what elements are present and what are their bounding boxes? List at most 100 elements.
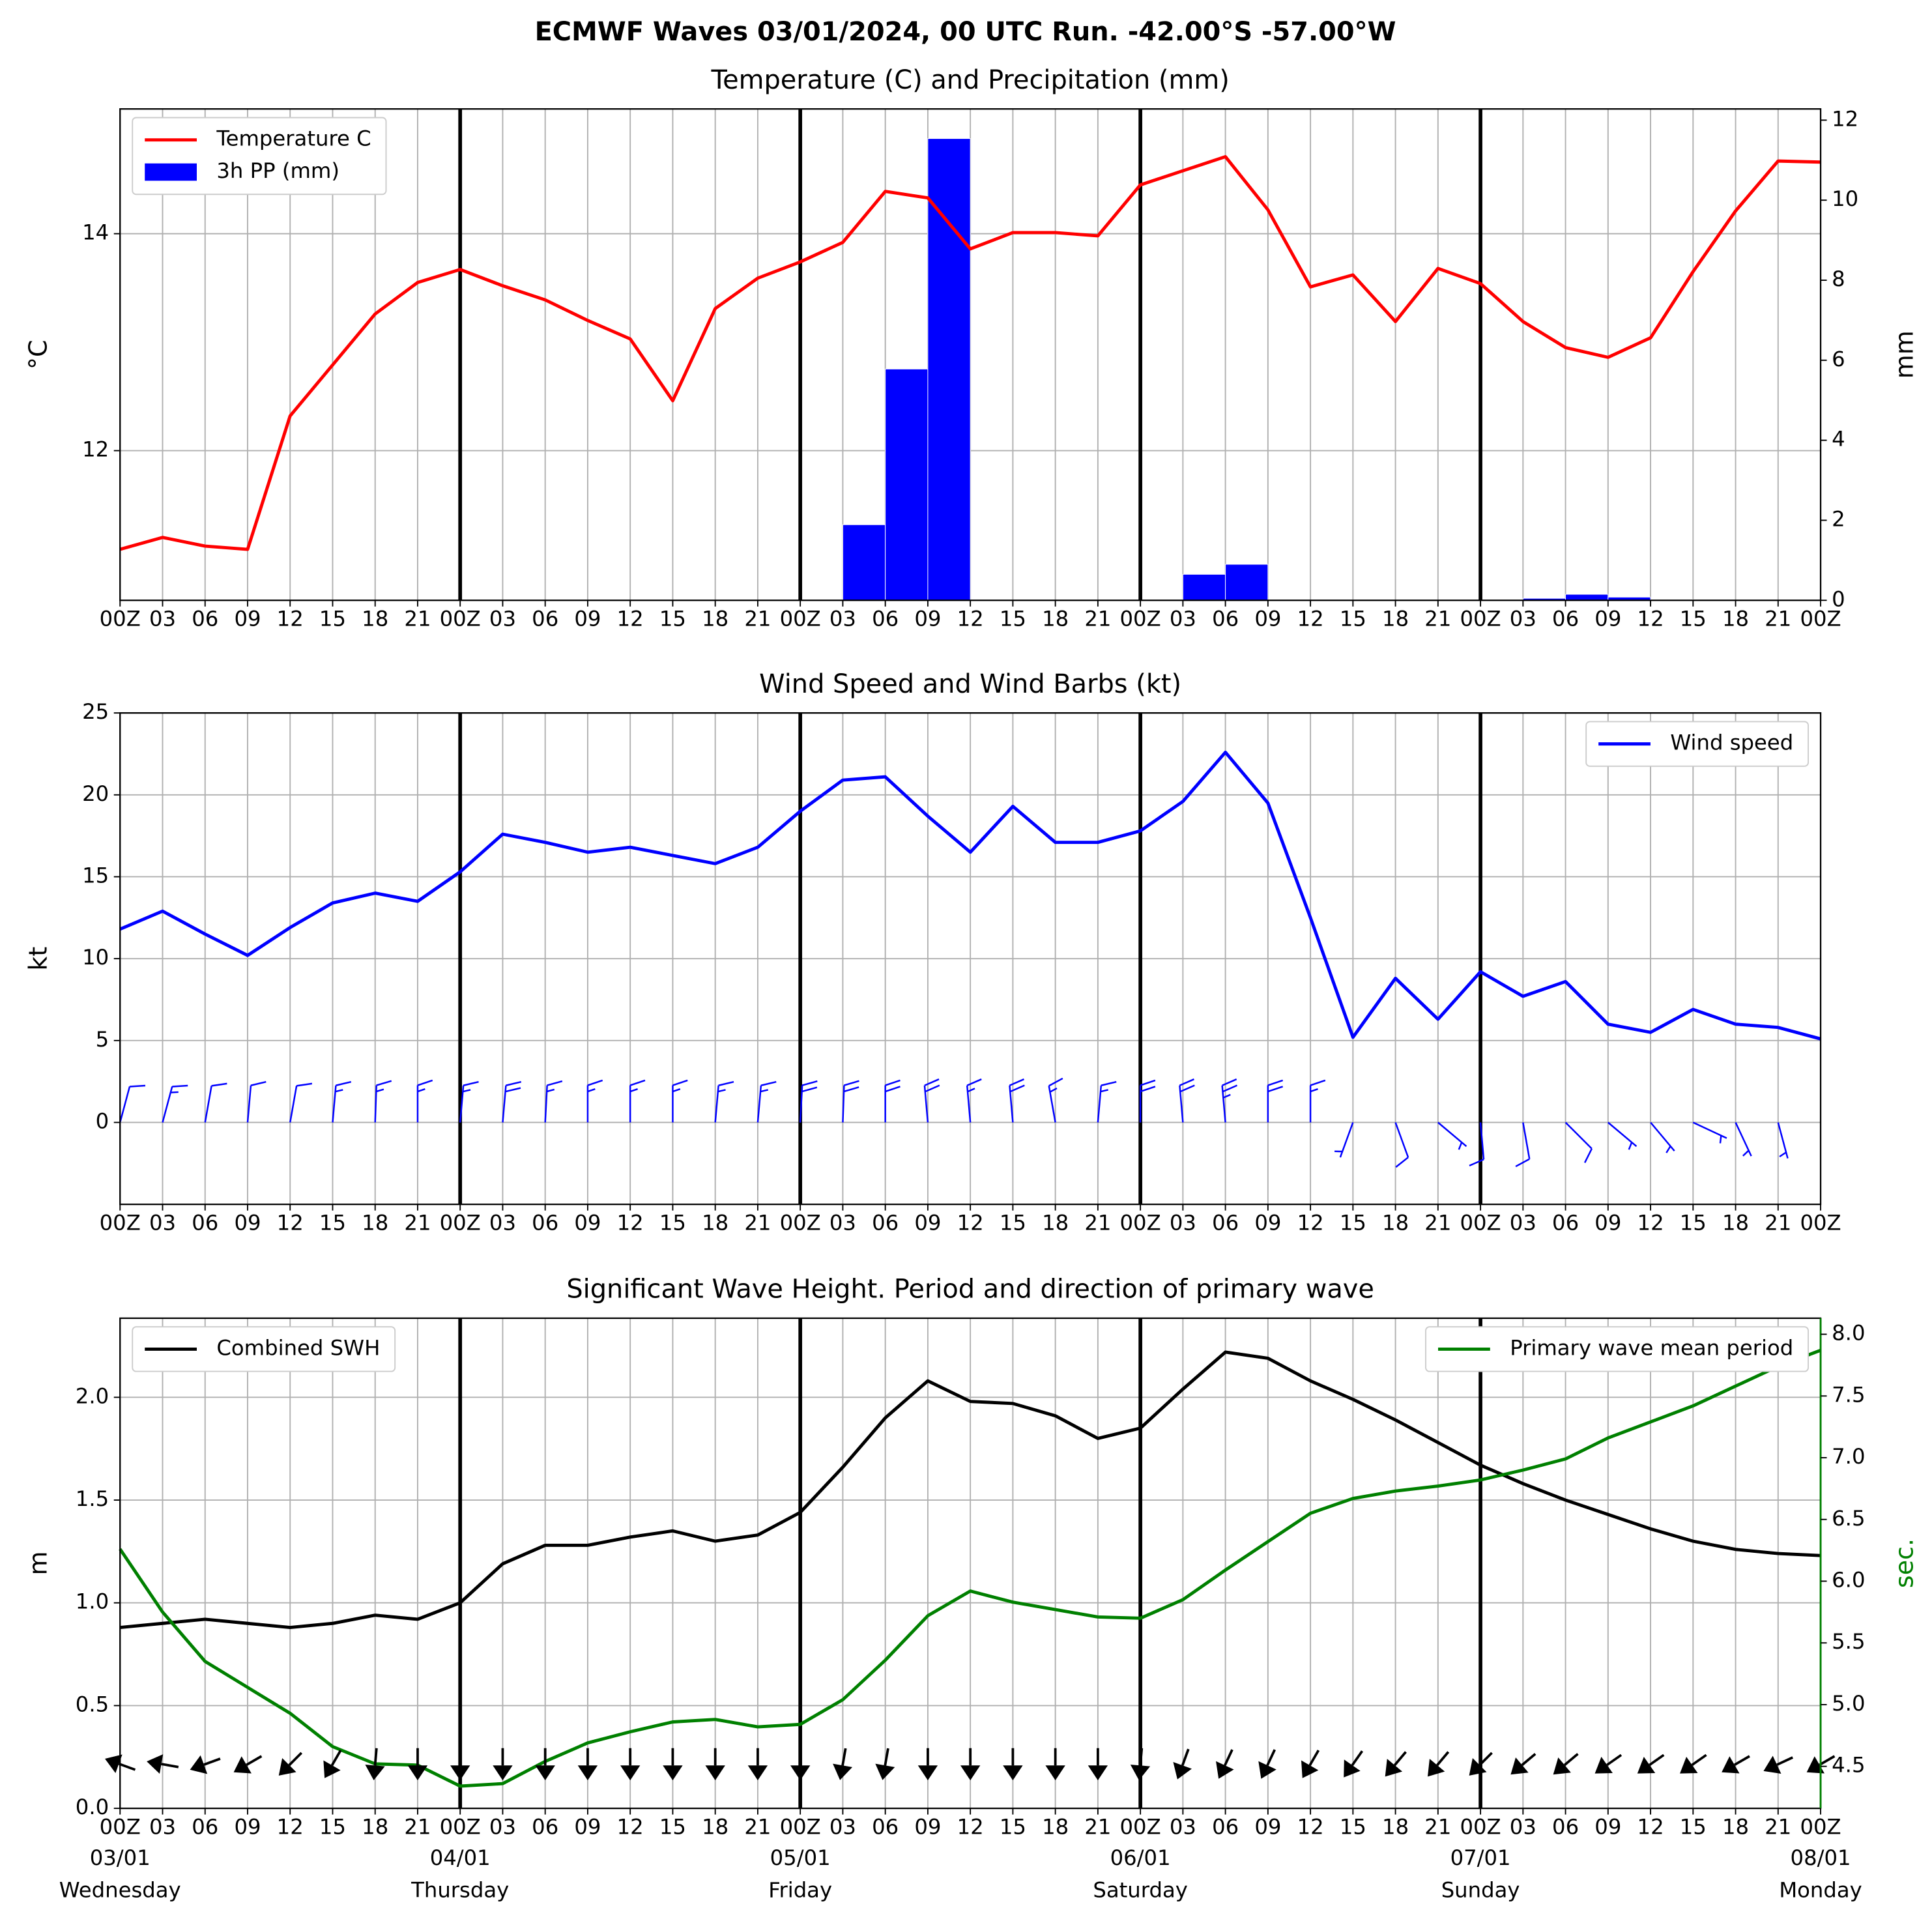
wind-barb [544,1080,563,1123]
wind-barb [1221,1078,1238,1123]
wind-barb [1309,1079,1326,1123]
wave-arrow [1385,1751,1407,1777]
arrow-shaft [1606,1754,1622,1767]
x-tick-label: 18 [1042,607,1069,631]
x-tick-label: 12 [957,1211,984,1235]
arrow-shaft [1776,1756,1793,1766]
y-tick-label: 0.5 [76,1692,109,1716]
wave-arrow [233,1755,263,1774]
x-tick-label: 00Z [1120,1814,1161,1839]
legend-box [1425,1326,1809,1372]
x-tick-label: 18 [1382,1211,1409,1235]
arrow-shaft [203,1757,221,1766]
y2-tick-label: 10 [1832,186,1858,211]
arrow-head [1344,1759,1361,1778]
x-tick-label: 00Z [100,1814,141,1839]
wave-arrow [450,1748,470,1781]
wave-arrow [833,1748,853,1780]
x-tick-label: 21 [1084,607,1111,631]
wind-barb [162,1084,188,1123]
arrow-head [1594,1757,1613,1774]
x-tick-label: 06 [1552,1814,1579,1839]
arrow-head [1301,1760,1319,1778]
wind-barb [966,1078,982,1123]
y-tick-label: 25 [82,699,109,724]
x-tick-label: 06 [872,1814,899,1839]
wind-barb [1564,1121,1593,1163]
x-tick-label: 09 [1594,1211,1621,1235]
wave-arrow [1088,1748,1108,1781]
arrow-head [833,1763,853,1780]
x-tick-label: 12 [1297,607,1324,631]
x-tick-label: 09 [1254,1814,1281,1839]
wind-barb [1650,1121,1675,1153]
wind-barb [1692,1121,1727,1144]
x-tick-label: 09 [1254,1211,1281,1235]
wave-arrow [190,1755,221,1774]
x-tick-label: 09 [234,1814,261,1839]
wind-barb [1777,1122,1789,1159]
x-tick-label: 18 [362,607,388,631]
legend: Combined SWH [132,1326,396,1372]
wave-arrow [1130,1748,1151,1781]
wave-arrow [705,1748,725,1781]
x-tick-label: 15 [659,1211,686,1235]
x-tick-label: 15 [1680,1814,1707,1839]
wind-barb [204,1082,227,1123]
arrow-head [663,1765,683,1781]
y2-tick-label: 7.0 [1832,1444,1865,1469]
arrow-shaft [1691,1754,1707,1767]
wind-barb [757,1080,777,1123]
wave-arrow [1637,1754,1665,1774]
x-tick-label: 00Z [1120,607,1161,631]
x-tick-label: 15 [659,1814,686,1839]
arrow-shaft [288,1752,303,1767]
x-tick-label: 18 [1382,1814,1409,1839]
wind-barb [119,1084,146,1123]
legend-swatch [145,163,197,181]
x-tick-label: 06 [1552,1211,1579,1235]
wind-barb [246,1080,267,1123]
arrow-head [1510,1757,1529,1775]
wave-arrow [1594,1754,1622,1774]
x-tick-label: 06 [192,607,218,631]
x-tick-label: 09 [574,1814,601,1839]
y2-axis-label: mm [1890,330,1919,379]
arrow-shaft [1266,1749,1276,1766]
weekday-label: Sunday [1441,1877,1520,1902]
arrow-head [1553,1757,1571,1775]
arrow-shaft [1181,1748,1190,1766]
arrow-shaft [884,1748,889,1766]
date-label: 05/01 [770,1845,831,1870]
arrow-head [1763,1755,1781,1774]
y2-tick-label: 6 [1832,347,1845,371]
arrow-head [1216,1761,1234,1779]
x-tick-label: 03 [489,1211,516,1235]
x-tick-label: 21 [1765,607,1791,631]
arrow-head [1045,1765,1065,1781]
y2-tick-label: 5.5 [1832,1629,1865,1654]
series-line [119,154,1821,551]
y2-tick-label: 12 [1832,106,1858,131]
legend-label: Combined SWH [216,1335,380,1360]
x-tick-label: 00Z [1460,1814,1501,1839]
wave-arrow [1427,1751,1450,1777]
y-tick-label: 5 [96,1027,109,1052]
x-tick-label: 21 [1424,1814,1451,1839]
y-axis-label: °C [23,339,52,369]
x-tick-label: 03 [149,1211,176,1235]
weekday-label: Wednesday [59,1877,181,1902]
x-tick-label: 15 [1680,607,1707,631]
weekday-label: Thursday [411,1877,509,1902]
arrow-head [493,1765,513,1781]
x-tick-label: 06 [532,607,558,631]
series-line [119,750,1821,1041]
x-tick-label: 15 [319,1814,346,1839]
x-tick-label: 00Z [780,1814,821,1839]
x-tick-label: 03 [489,1814,516,1839]
x-tick-label: 09 [234,1211,261,1235]
x-tick-label: 06 [872,1211,899,1235]
panel-title: Significant Wave Height. Period and dire… [566,1275,1374,1305]
x-tick-label: 00Z [1460,607,1501,631]
series-line [119,1348,1821,1788]
